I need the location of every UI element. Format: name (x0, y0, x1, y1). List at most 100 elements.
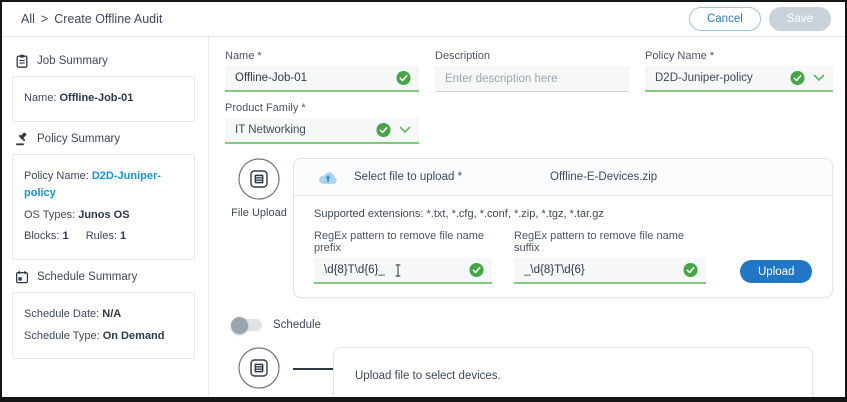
description-input[interactable] (445, 72, 601, 85)
product-family-field: Product Family * IT Networking (225, 102, 419, 144)
job-summary-icon (16, 54, 28, 68)
step-connector-line (293, 368, 333, 397)
valid-check-icon (376, 122, 391, 138)
breadcrumb: All > Create Offline Audit (21, 12, 162, 26)
policy-summary-section: Policy Summary Policy Name: D2D-Juniper-… (12, 132, 195, 260)
os-types-value: Junos OS (78, 208, 130, 221)
blocks-label: Blocks: (24, 230, 60, 243)
regex-suffix-input-box (514, 258, 706, 284)
schedule-summary-header: Schedule Summary (15, 270, 195, 284)
schedule-toggle-knob[interactable] (231, 316, 248, 334)
regex-prefix-input-box (314, 258, 492, 284)
calendar-icon (16, 270, 29, 284)
cloud-upload-icon (319, 171, 337, 184)
rules-label: Rules: (85, 230, 117, 243)
regex-prefix-field: RegEx pattern to remove file name prefix (314, 230, 492, 284)
breadcrumb-current: Create Offline Audit (54, 12, 163, 26)
policy-name-field: Policy Name * D2D-Juniper-policy (645, 50, 833, 92)
valid-check-icon (683, 262, 698, 278)
schedule-type-value: On Demand (102, 329, 165, 342)
valid-check-icon (469, 262, 484, 278)
product-family-dropdown[interactable]: IT Networking (225, 118, 419, 144)
uploaded-file-name: Offline-E-Devices.zip (550, 171, 658, 183)
blocks-value: 1 (62, 230, 69, 243)
rules-value: 1 (119, 230, 127, 243)
regex-row: RegEx pattern to remove file name prefix (314, 230, 813, 284)
top-bar: All > Create Offline Audit Cancel Save (2, 2, 845, 37)
job-name-value: Offline-Job-01 (59, 92, 134, 104)
regex-suffix-input[interactable] (524, 264, 680, 276)
schedule-summary-title: Schedule Summary (37, 270, 138, 283)
file-upload-card-header: Select file to upload * Offline-E-Device… (294, 159, 833, 196)
job-summary-section: Job Summary Name: Offline-Job-01 (12, 54, 195, 122)
name-field-label: Name * (225, 50, 262, 62)
assets-step-icon (238, 347, 280, 389)
save-button[interactable]: Save (768, 7, 831, 31)
policy-name-label: Policy Name: (24, 169, 89, 182)
regex-suffix-label: RegEx pattern to remove file name suffix (514, 230, 684, 254)
assets-card: Upload file to select devices. (333, 347, 813, 397)
job-summary-title: Job Summary (37, 55, 108, 67)
cancel-button[interactable]: Cancel (688, 7, 761, 31)
text-cursor-icon (395, 264, 401, 277)
schedule-date-label: Schedule Date: (24, 307, 100, 320)
main-form: Name * Description Policy Name * (209, 37, 845, 397)
regex-prefix-input[interactable] (324, 264, 466, 276)
name-field: Name * (225, 50, 419, 92)
product-family-dropdown-value: IT Networking (235, 124, 306, 136)
required-asterisk: * (709, 50, 715, 62)
assets-step: Assets Upload file to select devices. (225, 347, 833, 397)
policy-name-value[interactable]: D2D-Juniper-policy (24, 169, 161, 200)
upload-button[interactable]: Upload (740, 260, 813, 283)
breadcrumb-root[interactable]: All (21, 12, 35, 26)
blocks-rules-row: Blocks: 1 Rules: 1 (24, 228, 183, 246)
select-file-label[interactable]: Select file to upload * (354, 171, 463, 183)
breadcrumb-separator: > (40, 12, 49, 26)
content-area: Job Summary Name: Offline-Job-01 (2, 37, 845, 397)
assets-step-col: Assets (225, 347, 293, 397)
valid-check-icon (396, 70, 411, 86)
policy-name-dropdown-value: D2D-Juniper-policy (655, 72, 753, 84)
assets-message: Upload file to select devices. (355, 370, 501, 382)
topbar-actions: Cancel Save (688, 7, 831, 31)
description-field: Description (435, 50, 629, 92)
file-upload-step: File Upload Select file to upload * Offl… (225, 158, 834, 298)
policy-summary-header: Policy Summary (15, 132, 195, 146)
policy-name-dropdown[interactable]: D2D-Juniper-policy (645, 66, 833, 92)
schedule-type-label: Schedule Type: (24, 329, 100, 342)
summary-sidebar: Job Summary Name: Offline-Job-01 (2, 37, 209, 397)
schedule-date-row: Schedule Date: N/A (24, 306, 183, 324)
form-row-2: Product Family * IT Networking (225, 102, 833, 144)
schedule-summary-card: Schedule Date: N/A Schedule Type: On Dem… (12, 291, 195, 360)
required-asterisk: * (257, 50, 262, 62)
valid-check-icon (790, 70, 805, 86)
schedule-toggle[interactable] (231, 316, 262, 334)
schedule-toggle-label: Schedule (273, 319, 321, 331)
regex-suffix-field: RegEx pattern to remove file name suffix (514, 230, 706, 284)
policy-name-row: Policy Name: D2D-Juniper-policy (24, 168, 183, 203)
schedule-toggle-row: Schedule (231, 316, 833, 334)
assets-step-label: Assets (242, 394, 275, 397)
name-input-box (225, 66, 419, 92)
name-input[interactable] (235, 72, 391, 84)
schedule-date-value: N/A (102, 307, 122, 320)
file-upload-card-body: Supported extensions: *.txt, *.cfg, *.co… (294, 196, 832, 297)
schedule-summary-section: Schedule Summary Schedule Date: N/A Sche… (12, 270, 195, 360)
os-types-row: OS Types: Junos OS (24, 207, 183, 225)
product-family-field-label: Product Family * (225, 102, 306, 114)
file-upload-step-col: File Upload (225, 158, 293, 298)
chevron-down-icon[interactable] (399, 126, 411, 134)
job-name-row: Name: Offline-Job-01 (24, 90, 183, 108)
job-summary-header: Job Summary (15, 54, 195, 68)
policy-name-field-label: Policy Name * (645, 50, 715, 62)
file-upload-step-label: File Upload (231, 207, 287, 219)
supported-extensions-text: Supported extensions: *.txt, *.cfg, *.co… (314, 208, 604, 220)
gavel-icon (16, 132, 27, 145)
chevron-down-icon[interactable] (813, 74, 825, 82)
regex-prefix-label: RegEx pattern to remove file name prefix (314, 230, 484, 254)
required-asterisk: * (301, 102, 306, 114)
job-summary-card: Name: Offline-Job-01 (12, 76, 195, 122)
description-field-label: Description (435, 50, 491, 62)
description-input-box (435, 66, 629, 92)
